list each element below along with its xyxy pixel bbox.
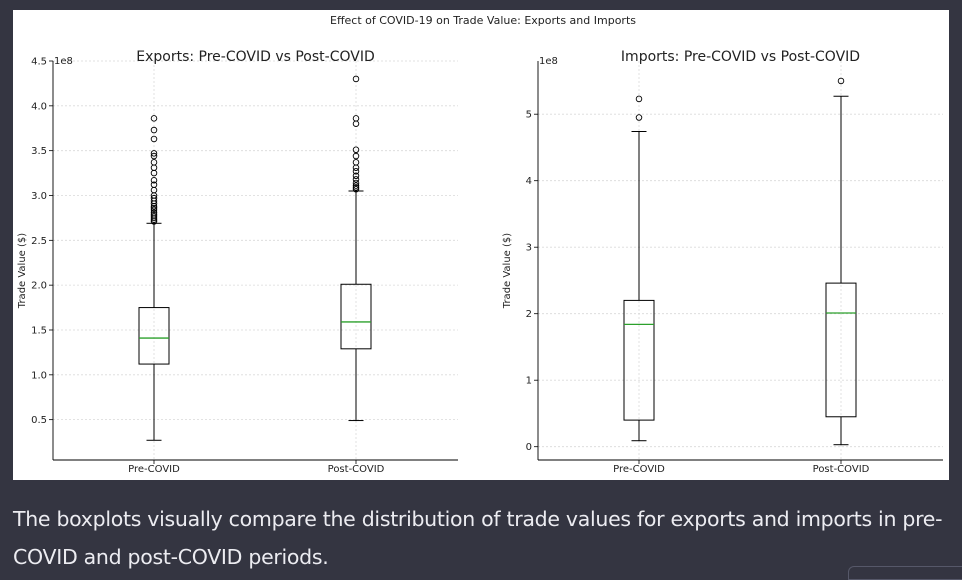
outlier-point xyxy=(352,146,360,154)
y-tick-label: 4 xyxy=(526,176,532,187)
outlier-point xyxy=(150,209,158,216)
outlier-point xyxy=(150,194,158,202)
outlier-point xyxy=(150,211,158,218)
y-tick-label: 3.5 xyxy=(31,146,47,157)
outlier-point xyxy=(352,159,360,166)
outlier-point xyxy=(150,126,158,134)
outlier-point xyxy=(150,115,158,122)
outlier-point xyxy=(352,152,360,160)
outlier-point xyxy=(150,206,158,214)
y-tick-label: 1 xyxy=(526,376,532,387)
outlier-point xyxy=(635,114,643,121)
y-tick-label: 5 xyxy=(526,110,532,121)
response-caption: The boxplots visually compare the distri… xyxy=(13,507,943,569)
y-tick-label: 3.0 xyxy=(31,191,47,202)
figure-suptitle: Effect of COVID-19 on Trade Value: Expor… xyxy=(330,14,636,27)
outlier-point xyxy=(150,150,158,157)
y-tick-label: 2 xyxy=(526,309,532,320)
y-tick-label: 0.5 xyxy=(31,415,47,426)
box xyxy=(825,282,857,418)
corner-widget[interactable] xyxy=(848,566,962,580)
outlier-point xyxy=(352,179,360,187)
x-tick-label: Post-COVID xyxy=(813,464,870,475)
y-tick-label: 4.0 xyxy=(31,101,47,112)
x-tick-label: Pre-COVID xyxy=(613,464,665,475)
box xyxy=(138,307,170,365)
imports-axes: 0 1 2 3 4 5 Pre-COVID Post-COVID Imports: Pre-CO… xyxy=(502,49,943,475)
chart-figure: Effect of COVID-19 on Trade Value: Expor… xyxy=(13,10,949,480)
outlier-point xyxy=(352,176,360,183)
outlier-point xyxy=(352,75,360,83)
boxplot-chart-svg: Effect of COVID-19 on Trade Value: Expor… xyxy=(17,14,943,475)
outlier-point xyxy=(352,182,360,189)
y-axis-label: Trade Value ($) xyxy=(502,233,513,309)
y-tick-label: 3 xyxy=(526,243,532,254)
x-tick-label: Post-COVID xyxy=(328,464,385,475)
x-tick-label: Pre-COVID xyxy=(128,464,180,475)
y-tick-label: 2.0 xyxy=(31,281,47,292)
y-offset-label: 1e8 xyxy=(539,56,558,67)
outlier-point xyxy=(352,115,360,122)
y-offset-label: 1e8 xyxy=(54,56,73,67)
y-tick-label: 1.5 xyxy=(31,325,47,336)
outlier-point xyxy=(150,177,158,184)
outlier-point xyxy=(150,212,158,220)
outlier-point xyxy=(352,185,360,193)
outlier-point xyxy=(150,204,158,212)
y-tick-label: 1.0 xyxy=(31,370,47,381)
outlier-point xyxy=(837,77,845,85)
outlier-point xyxy=(635,95,643,103)
y-tick-label: 4.5 xyxy=(31,57,47,68)
outlier-point xyxy=(150,152,158,160)
y-tick-label: 2.5 xyxy=(31,236,47,247)
outlier-point xyxy=(352,172,360,180)
axes-title: Imports: Pre-COVID vs Post-COVID xyxy=(621,49,860,65)
y-axis-label: Trade Value ($) xyxy=(17,233,28,309)
outlier-point xyxy=(352,184,360,191)
outlier-point xyxy=(150,135,158,143)
y-tick-label: 0 xyxy=(526,442,532,453)
outlier-point xyxy=(352,168,360,175)
axes-title: Exports: Pre-COVID vs Post-COVID xyxy=(136,49,375,65)
box xyxy=(623,299,655,421)
outlier-point xyxy=(150,181,158,188)
exports-axes: 0.5 1.0 1.5 2.0 2.5 3.0 3.5 4.0 4.5 Pre-COVID Post… xyxy=(17,49,458,475)
box xyxy=(340,283,372,350)
outlier-point xyxy=(150,159,158,166)
